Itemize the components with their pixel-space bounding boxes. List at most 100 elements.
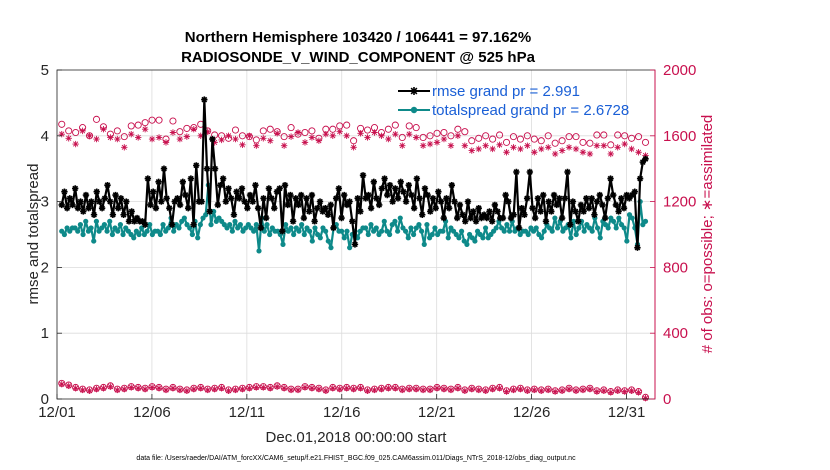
obs-assimilated-marker <box>301 139 309 146</box>
obs-possible-marker <box>183 124 191 132</box>
obs-assimilated-marker <box>586 150 594 158</box>
rmse-marker <box>141 221 149 228</box>
rmse-marker <box>445 204 453 212</box>
obs-assimilated-marker <box>225 132 232 139</box>
totalspread-marker <box>312 225 318 231</box>
totalspread-marker <box>189 231 195 238</box>
obs-assimilated-low-marker <box>280 385 288 392</box>
obs-assimilated-low-marker <box>378 385 385 393</box>
obs-possible-marker <box>65 127 73 135</box>
y-tick-label-right: 1600 <box>663 128 696 145</box>
rmse-marker <box>279 228 286 235</box>
rmse-marker <box>397 178 404 186</box>
rmse-marker <box>182 191 189 199</box>
obs-assimilated-low-marker <box>357 385 364 392</box>
obs-possible-marker <box>259 127 267 135</box>
obs-assimilated-low-marker <box>176 386 184 394</box>
obs-assimilated-marker <box>176 135 184 143</box>
obs-assimilated-low-marker <box>211 385 218 393</box>
obs-assimilated-low-marker <box>399 386 406 394</box>
rmse-marker <box>394 195 402 202</box>
rmse-marker <box>462 218 469 225</box>
totalspread-marker <box>347 245 353 251</box>
obs-assimilated-marker <box>433 139 441 146</box>
totalspread-marker <box>109 231 115 238</box>
totalspread-marker <box>136 231 142 238</box>
obs-assimilated-low-marker <box>267 385 274 392</box>
rmse-marker <box>432 204 439 212</box>
obs-possible-marker <box>489 135 497 143</box>
series-lines <box>58 96 649 254</box>
obs-assimilated-low-marker <box>419 386 427 394</box>
rmse-marker <box>424 191 431 199</box>
rmse-marker <box>90 211 98 218</box>
obs-possible-marker <box>350 137 358 145</box>
rmse-marker <box>230 211 238 218</box>
rmse-marker <box>236 195 243 202</box>
totalspread-marker <box>264 222 270 228</box>
rmse-marker <box>451 198 458 205</box>
rmse-marker <box>470 208 477 215</box>
rmse-marker <box>615 208 622 215</box>
obs-assimilated-low-marker <box>114 386 121 394</box>
rmse-marker <box>642 155 649 163</box>
rmse-marker <box>502 191 509 199</box>
rmse-marker <box>276 185 283 192</box>
obs-assimilated-low-marker <box>600 387 608 394</box>
rmse-marker <box>319 208 326 215</box>
rmse-marker <box>308 191 316 199</box>
obs-assimilated-low-marker <box>440 385 448 393</box>
totalspread-marker <box>549 228 555 234</box>
obs-assimilated-low-marker <box>607 389 614 396</box>
obs-assimilated-marker <box>253 142 260 149</box>
obs-assimilated-low-marker <box>489 385 496 393</box>
obs-assimilated-low-marker <box>315 385 323 393</box>
rmse-marker <box>101 195 108 202</box>
obs-possible-marker <box>301 128 309 137</box>
obs-assimilated-marker <box>468 147 475 154</box>
obs-assimilated-low-marker <box>385 385 392 392</box>
rmse-marker <box>486 208 493 215</box>
rmse-marker <box>332 195 340 202</box>
rmse-marker <box>556 195 563 202</box>
totalspread-marker <box>104 228 110 234</box>
totalspread-marker <box>344 228 350 234</box>
obs-assimilated-marker <box>273 130 281 137</box>
obs-assimilated-marker <box>141 126 149 133</box>
obs-possible-marker <box>72 128 80 137</box>
obs-assimilated-marker <box>134 134 142 141</box>
obs-assimilated-low-marker <box>496 385 503 392</box>
obs-assimilated-marker <box>489 145 496 153</box>
obs-assimilated-marker <box>100 126 107 133</box>
rmse-marker <box>392 185 399 192</box>
obs-possible-marker <box>593 131 601 139</box>
rmse-marker <box>330 224 337 232</box>
totalspread-marker <box>83 218 89 224</box>
obs-assimilated-marker <box>329 132 336 139</box>
chart-title-line2: RADIOSONDE_V_WIND_COMPONENT @ 525 hPa <box>181 49 536 66</box>
rmse-marker <box>324 211 332 218</box>
totalspread-marker <box>80 231 86 238</box>
rmse-marker <box>109 211 117 218</box>
rmse-marker <box>631 188 638 195</box>
rmse-marker <box>63 204 71 212</box>
obs-possible-marker <box>412 124 420 132</box>
totalspread-marker <box>283 222 289 228</box>
obs-assimilated-low-marker <box>190 385 197 393</box>
obs-assimilated-low-marker <box>558 387 566 394</box>
obs-assimilated-low-marker <box>551 388 559 395</box>
obs-possible-marker <box>607 141 615 149</box>
totalspread-marker <box>101 222 107 228</box>
obs-assimilated-low-marker <box>294 386 302 394</box>
obs-assimilated-marker <box>419 142 427 149</box>
obs-possible-marker <box>266 125 274 133</box>
obs-assimilated-marker <box>114 135 121 143</box>
obs-assimilated-low-marker <box>538 387 545 394</box>
rmse-marker <box>314 204 321 212</box>
rmse-marker <box>610 191 617 199</box>
obs-assimilated-marker <box>86 132 93 139</box>
rmse-marker <box>607 175 614 182</box>
totalspread-marker <box>605 225 611 231</box>
obs-assimilated-low-marker <box>468 385 475 393</box>
obs-possible-marker <box>482 132 490 140</box>
